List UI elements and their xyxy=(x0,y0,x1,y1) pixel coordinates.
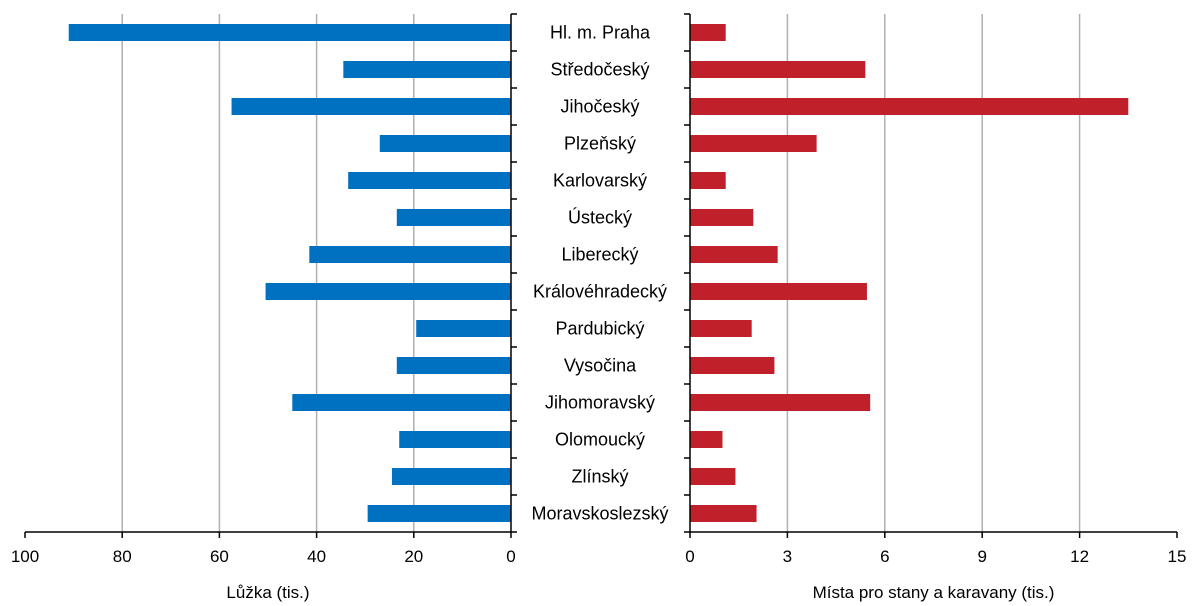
camping-bar-0 xyxy=(690,24,726,41)
beds-bar-6 xyxy=(309,246,511,263)
beds-bar-0 xyxy=(68,24,512,41)
beds-axis-title: Lůžka (tis.) xyxy=(226,583,309,602)
camping-tick-label-0: 0 xyxy=(685,547,694,566)
camping-tick-label-3: 9 xyxy=(977,547,986,566)
region-label-2: Jihočeský xyxy=(560,97,639,117)
camping-bar-5 xyxy=(690,209,754,226)
beds-bar-10 xyxy=(292,394,511,411)
camping-bar-7 xyxy=(690,283,867,300)
beds-bar-3 xyxy=(379,135,511,152)
camping-bar-3 xyxy=(690,135,817,152)
beds-bar-8 xyxy=(416,320,511,337)
beds-tick-label-4: 20 xyxy=(404,547,423,566)
region-label-10: Jihomoravský xyxy=(545,393,655,413)
region-label-13: Moravskoslezský xyxy=(531,504,668,524)
camping-tick-label-1: 3 xyxy=(783,547,792,566)
camping-bar-10 xyxy=(690,394,871,411)
region-label-1: Středočeský xyxy=(550,60,649,80)
region-label-8: Pardubický xyxy=(555,319,644,339)
region-label-12: Zlínský xyxy=(571,467,628,487)
beds-bar-5 xyxy=(396,209,511,226)
camping-bar-8 xyxy=(690,320,752,337)
beds-tick-label-5: 0 xyxy=(506,547,515,566)
beds-bar-12 xyxy=(391,468,511,485)
camping-bar-6 xyxy=(690,246,778,263)
beds-bar-7 xyxy=(265,283,511,300)
beds-bar-11 xyxy=(399,431,511,448)
region-label-0: Hl. m. Praha xyxy=(550,23,651,43)
camping-tick-label-4: 12 xyxy=(1070,547,1089,566)
beds-bar-1 xyxy=(343,61,511,78)
region-label-5: Ústecký xyxy=(568,207,632,228)
region-label-6: Liberecký xyxy=(561,245,638,265)
region-label-9: Vysočina xyxy=(564,356,637,376)
beds-bar-9 xyxy=(396,357,511,374)
camping-axis-title: Místa pro stany a karavany (tis.) xyxy=(813,583,1055,602)
camping-tick-label-5: 15 xyxy=(1168,547,1187,566)
region-label-4: Karlovarský xyxy=(553,171,647,191)
region-label-3: Plzeňský xyxy=(564,134,636,154)
beds-bar-13 xyxy=(367,505,511,522)
region-label-11: Olomoucký xyxy=(555,430,645,450)
beds-tick-label-2: 60 xyxy=(210,547,229,566)
region-label-7: Královéhradecký xyxy=(533,282,667,302)
beds-tick-label-3: 40 xyxy=(307,547,326,566)
camping-bar-12 xyxy=(690,468,736,485)
beds-tick-label-0: 100 xyxy=(11,547,39,566)
beds-bar-4 xyxy=(348,172,511,189)
camping-bar-2 xyxy=(690,98,1129,115)
beds-tick-label-1: 80 xyxy=(113,547,132,566)
beds-bar-2 xyxy=(231,98,512,115)
camping-bar-1 xyxy=(690,61,866,78)
camping-bar-11 xyxy=(690,431,723,448)
camping-bar-4 xyxy=(690,172,726,189)
camping-bar-9 xyxy=(690,357,775,374)
camping-tick-label-2: 6 xyxy=(880,547,889,566)
camping-bar-13 xyxy=(690,505,757,522)
